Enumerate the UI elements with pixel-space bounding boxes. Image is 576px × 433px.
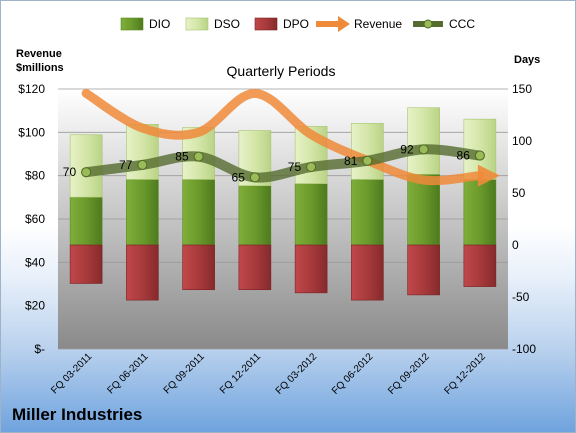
legend-label: DIO bbox=[149, 17, 170, 31]
legend-label: DPO bbox=[283, 17, 309, 31]
left-tick-label: $100 bbox=[18, 125, 45, 139]
left-axis-title-line2: $millions bbox=[16, 62, 64, 74]
dpo-bar bbox=[294, 244, 328, 294]
dio-bar bbox=[238, 185, 272, 246]
legend-label: CCC bbox=[449, 17, 475, 31]
ccc-data-label: 85 bbox=[175, 150, 189, 164]
ccc-point bbox=[249, 172, 260, 183]
revenue-line bbox=[81, 88, 485, 186]
dpo-bar bbox=[126, 244, 159, 301]
dpo-bar bbox=[182, 244, 215, 291]
legend-arrowhead bbox=[338, 16, 350, 32]
legend-item-dpo: DPO bbox=[254, 17, 309, 31]
category-label: FQ 09-2012 bbox=[386, 351, 432, 397]
dio-bar bbox=[294, 183, 328, 246]
ccc-data-label: 86 bbox=[457, 149, 471, 163]
legend-label: Revenue bbox=[354, 17, 402, 31]
ccc-data-label: 75 bbox=[288, 160, 302, 174]
legend: DIO DSO DPO Revenue CCC bbox=[120, 16, 475, 32]
ccc-data-label: 65 bbox=[232, 170, 246, 184]
left-tick-label: $120 bbox=[18, 82, 45, 96]
left-tick-label: $- bbox=[34, 342, 45, 356]
left-axis: $- $20 $40 $60 $80 $100 $120 bbox=[18, 82, 45, 356]
category-label: FQ 09-2011 bbox=[162, 351, 207, 396]
legend-swatch bbox=[254, 17, 278, 31]
revenue-arrowhead bbox=[477, 164, 500, 187]
legend-marker bbox=[423, 19, 433, 29]
legend-label: DSO bbox=[214, 17, 240, 31]
dpo-bar bbox=[407, 244, 440, 296]
legend-swatch bbox=[185, 17, 209, 31]
ccc-data-label: 92 bbox=[400, 142, 414, 156]
ccc-point bbox=[474, 150, 485, 161]
plot-title: Quarterly Periods bbox=[227, 63, 336, 79]
right-tick-label: 50 bbox=[512, 186, 526, 200]
ccc-point bbox=[362, 155, 373, 166]
right-tick-label: 100 bbox=[512, 134, 532, 148]
ccc-point bbox=[81, 167, 92, 178]
company-name: Miller Industries bbox=[12, 405, 143, 424]
dpo-bar bbox=[463, 244, 497, 287]
right-tick-label: 150 bbox=[512, 82, 532, 96]
legend-item-revenue: Revenue bbox=[316, 16, 402, 32]
left-tick-label: $60 bbox=[25, 212, 45, 226]
legend-item-dso: DSO bbox=[185, 17, 240, 31]
ccc-data-label: 81 bbox=[344, 154, 358, 168]
dso-bar bbox=[407, 107, 440, 175]
right-axis-title: Days bbox=[514, 54, 540, 66]
dio-bar bbox=[69, 196, 103, 246]
bar-series bbox=[69, 107, 497, 301]
dio-bar bbox=[126, 179, 159, 246]
line-series: 70 77 85 65 75 81 92 86 bbox=[63, 88, 500, 187]
right-axis: -100 -50 0 50 100 150 bbox=[512, 82, 536, 356]
legend-swatch bbox=[120, 17, 144, 31]
ccc-point bbox=[193, 151, 204, 162]
dpo-bar bbox=[69, 244, 103, 284]
ccc-data-label: 77 bbox=[119, 158, 133, 172]
category-label: FQ 06-2011 bbox=[106, 351, 151, 396]
ccc-data-label: 70 bbox=[63, 165, 77, 179]
category-label: FQ 03-2012 bbox=[274, 351, 320, 397]
right-tick-label: 0 bbox=[512, 238, 519, 252]
dio-bar bbox=[182, 179, 215, 246]
category-label: FQ 06-2012 bbox=[330, 351, 376, 397]
dpo-bar bbox=[351, 244, 384, 301]
dio-bar bbox=[463, 179, 497, 246]
left-tick-label: $20 bbox=[25, 299, 45, 313]
category-label: FQ 03-2011 bbox=[49, 351, 94, 396]
dpo-bar bbox=[238, 244, 272, 291]
right-tick-label: -100 bbox=[512, 342, 536, 356]
category-axis: FQ 03-2011 FQ 06-2011 FQ 09-2011 FQ 12-2011… bbox=[49, 351, 488, 397]
legend-item-dio: DIO bbox=[120, 17, 170, 31]
ccc-point bbox=[137, 159, 148, 170]
ccc-point bbox=[418, 144, 429, 155]
left-axis-title-line1: Revenue bbox=[16, 48, 62, 60]
dio-bar bbox=[351, 179, 384, 246]
category-label: FQ 12-2012 bbox=[442, 351, 488, 397]
category-label: FQ 12-2011 bbox=[218, 351, 263, 396]
right-tick-label: -50 bbox=[512, 290, 530, 304]
ccc-point bbox=[306, 162, 317, 172]
legend-item-ccc: CCC bbox=[413, 17, 475, 31]
left-tick-label: $80 bbox=[25, 169, 45, 183]
left-tick-label: $40 bbox=[25, 255, 45, 269]
